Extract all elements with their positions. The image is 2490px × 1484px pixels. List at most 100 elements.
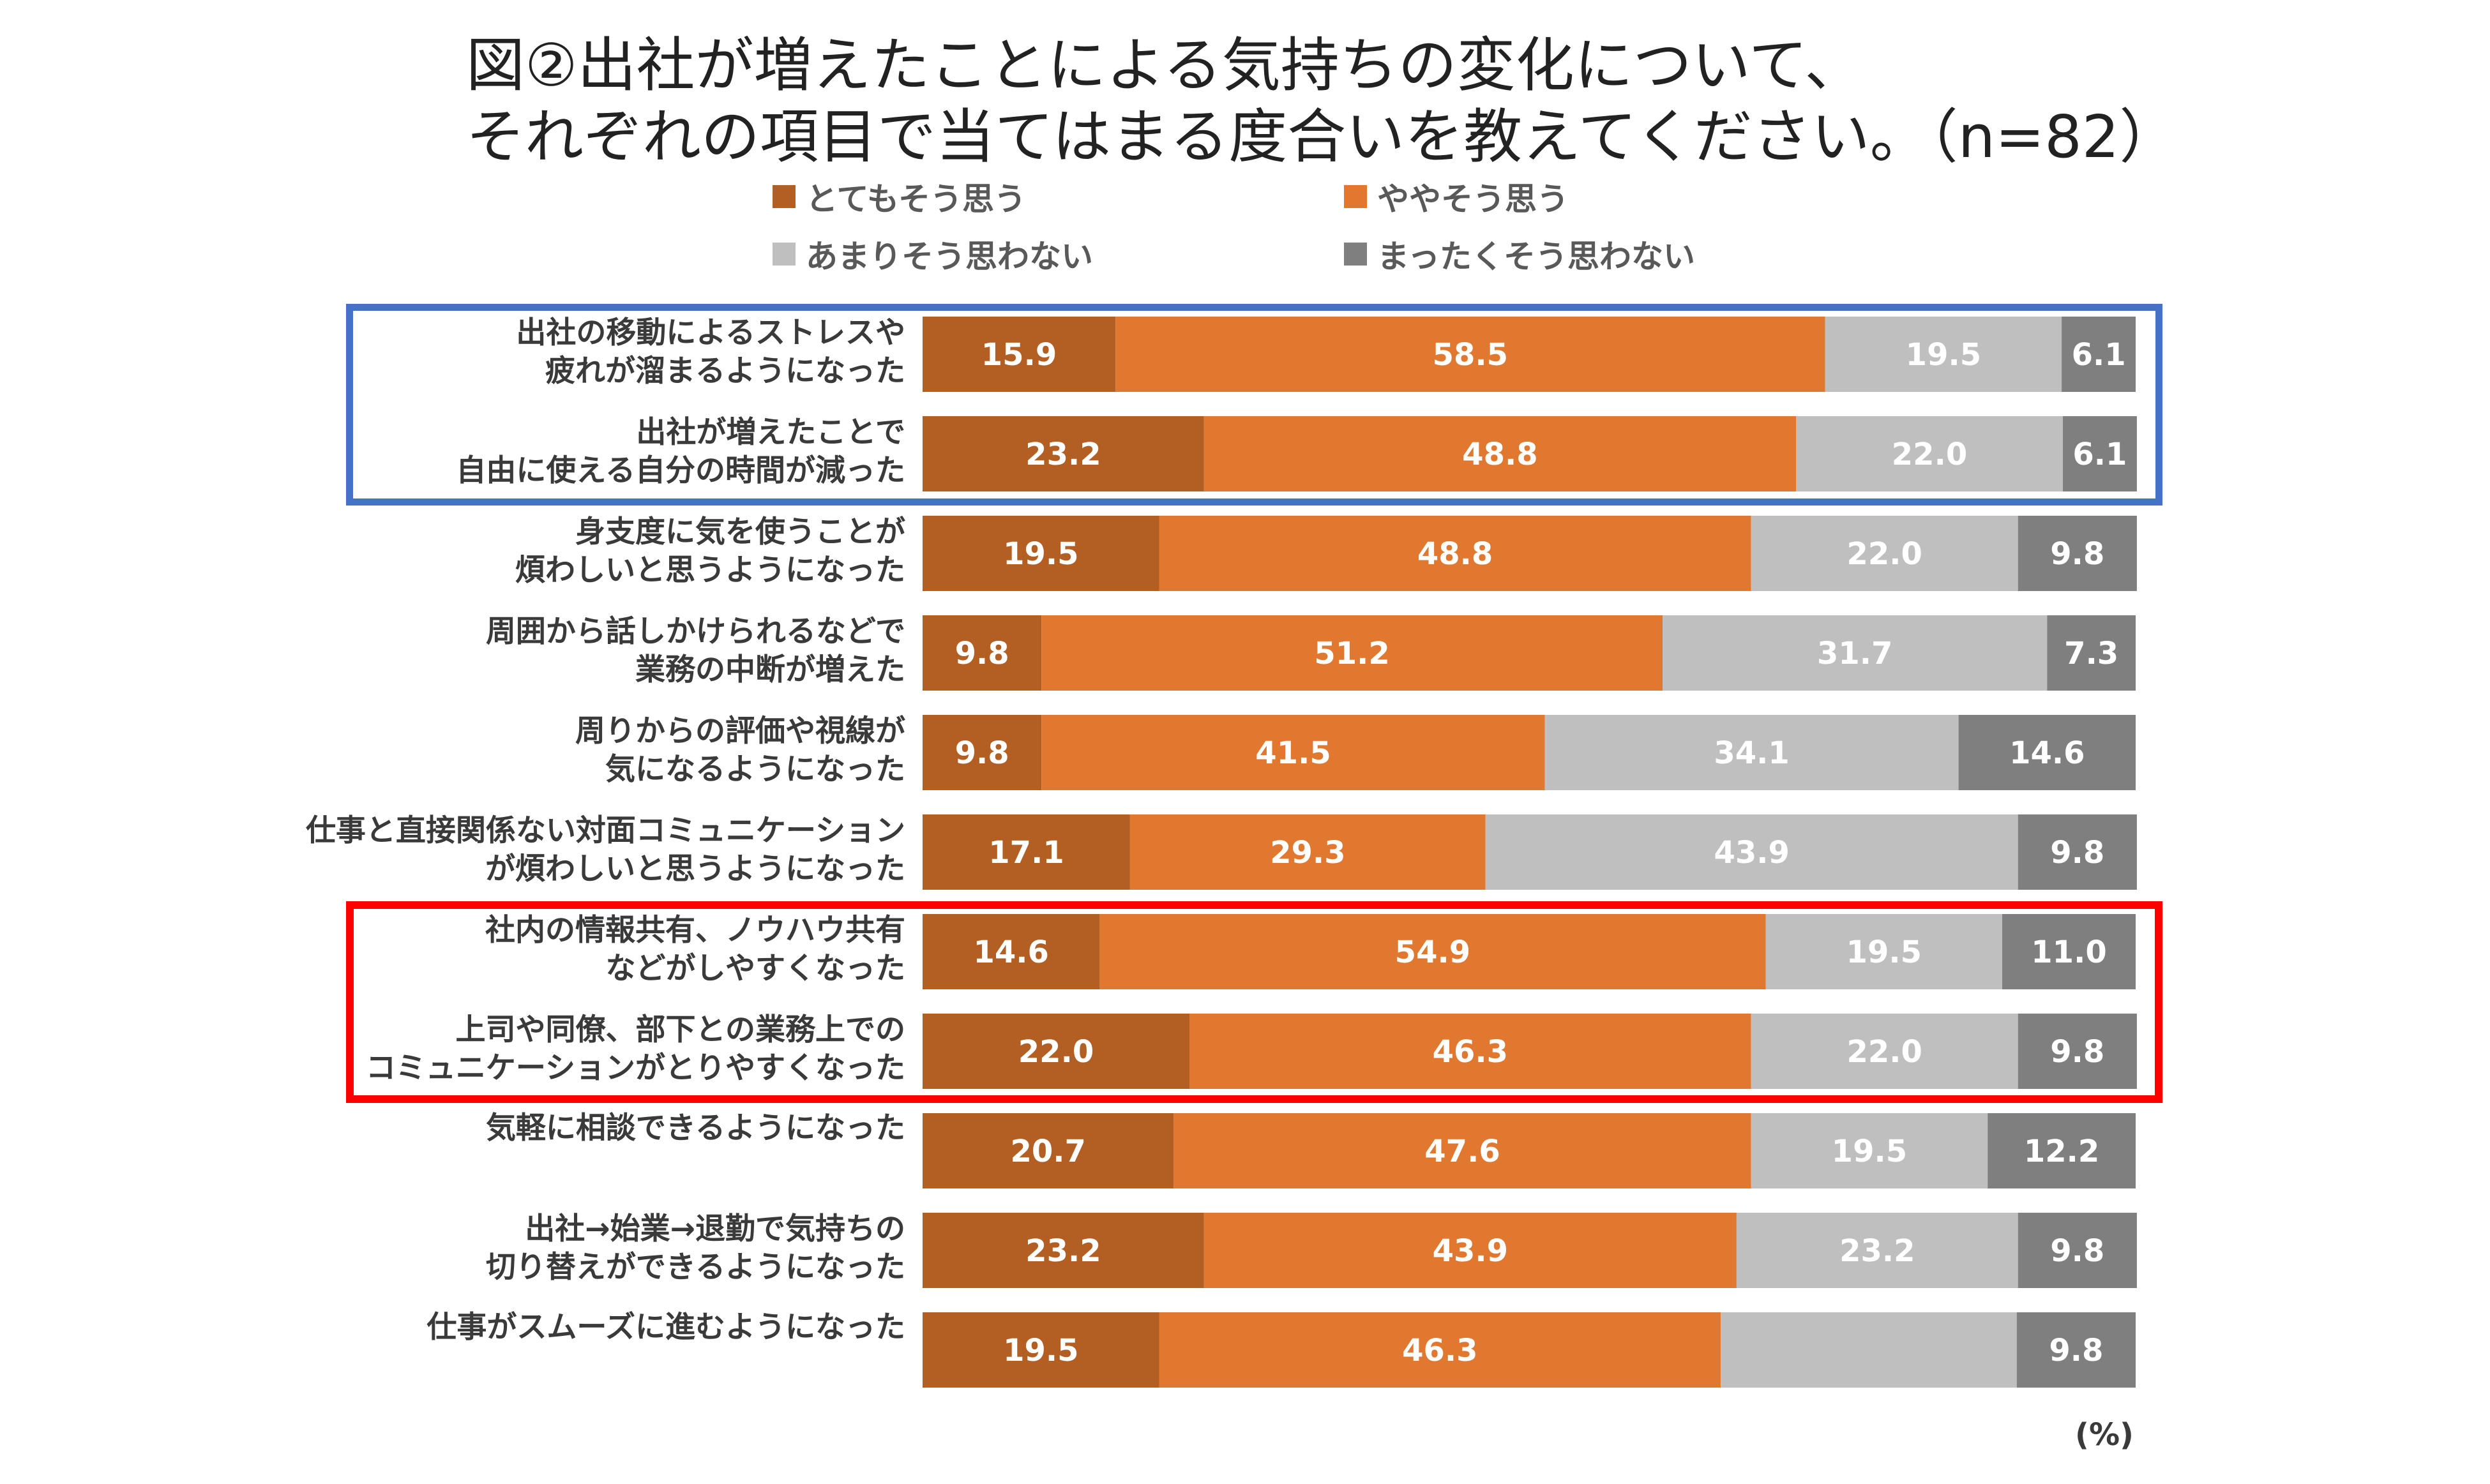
bar-segment-somewhat-agree: [1204, 416, 1796, 491]
bar-segment-not-much: [1544, 715, 1959, 790]
data-label-very-agree: 14.6: [973, 934, 1048, 970]
bar-segment-not-at-all: [2018, 1014, 2137, 1089]
legend-item-very-agree: とてもそう思う: [773, 174, 1026, 220]
data-label-very-agree: 15.9: [981, 337, 1057, 373]
category-label: 出社が増えたことで自由に使える自分の時間が減った: [456, 415, 905, 488]
data-label-somewhat-agree: 51.2: [1314, 636, 1389, 671]
legend-label-somewhat-agree: ややそう思う: [1377, 181, 1569, 218]
bar-segment-not-at-all: [2002, 914, 2136, 989]
bar-segment-very-agree: [923, 317, 1116, 392]
data-label-somewhat-agree: 48.8: [1462, 437, 1537, 472]
category-label: 気軽に相談できるようになった: [486, 1111, 905, 1146]
category-label: 身支度に気を使うことが煩わしいと思うようになった: [515, 514, 905, 588]
category-label-line: 出社→始業→退勤で気持ちの: [525, 1211, 905, 1247]
data-label-somewhat-agree: 43.9: [1433, 1233, 1508, 1269]
data-label-not-at-all: 7.3: [2064, 636, 2118, 671]
data-label-not-at-all: 9.8: [2050, 1233, 2104, 1269]
category-label-line: が煩わしいと思うようになった: [485, 851, 905, 887]
chart-title-line2: それぞれの項目で当てはまる度合いを教えてください。（n=82）: [466, 103, 2178, 171]
data-label-somewhat-agree: 29.3: [1270, 835, 1345, 871]
data-label-very-agree: 20.7: [1010, 1134, 1085, 1169]
data-label-not-at-all: 14.6: [2009, 735, 2085, 771]
category-label: 社内の情報共有、ノウハウ共有などがしやすくなった: [485, 913, 905, 986]
data-label-very-agree: 23.2: [1025, 437, 1101, 472]
bar-segment-not-much: [1796, 416, 2063, 491]
category-label-line: などがしやすくなった: [605, 951, 905, 986]
data-label-not-at-all: 12.2: [2024, 1134, 2099, 1169]
bar-segment-not-at-all: [2016, 1312, 2136, 1388]
category-label-line: 周りからの評価や視線が: [575, 714, 905, 749]
data-label-very-agree: 19.5: [1003, 1333, 1078, 1368]
bar-segment-very-agree: [923, 914, 1100, 989]
bar-segment-very-agree: [923, 516, 1159, 591]
data-label-very-agree: 22.0: [1018, 1034, 1094, 1070]
bar-segment-not-much: [1825, 317, 2062, 392]
data-label-somewhat-agree: 46.3: [1402, 1333, 1477, 1368]
category-label-line: 出社が増えたことで: [636, 415, 905, 450]
bar-segment-somewhat-agree: [1041, 715, 1545, 790]
category-label-line: 業務の中断が増えた: [635, 652, 905, 687]
bar-segment-very-agree: [923, 1113, 1174, 1188]
data-label-not-much: 43.9: [1714, 835, 1789, 871]
data-label-not-much: 31.7: [1817, 636, 1892, 671]
bar-segment-not-much: [1751, 1014, 2018, 1089]
data-label-not-much: 19.5: [1906, 337, 1981, 373]
bar-segment-somewhat-agree: [1041, 615, 1663, 691]
data-label-not-much: 19.5: [1832, 1134, 1907, 1169]
category-label-line: 切り替えができるようになった: [486, 1250, 905, 1285]
bar-segment-not-much: [1765, 914, 2002, 989]
bar-segment-somewhat-agree: [1189, 1014, 1751, 1089]
category-label-line: 社内の情報共有、ノウハウ共有: [485, 913, 905, 948]
bar-segment-not-at-all: [2063, 416, 2137, 491]
data-label-very-agree: 9.8: [955, 636, 1009, 671]
category-label-line: 周囲から話しかけられるなどで: [486, 614, 905, 649]
category-label-line: 疲れが溜まるようになった: [545, 354, 905, 389]
category-label: 仕事と直接関係ない対面コミュニケーションが煩わしいと思うようになった: [306, 813, 905, 887]
data-label-somewhat-agree: 48.8: [1417, 536, 1493, 572]
bar-segment-very-agree: [923, 1213, 1204, 1288]
data-label-somewhat-agree: 54.9: [1395, 934, 1470, 970]
data-label-not-much: 23.2: [1839, 1233, 1915, 1269]
data-label-somewhat-agree: 41.5: [1255, 735, 1331, 771]
bar-segment-somewhat-agree: [1129, 814, 1486, 890]
bar-segment-somewhat-agree: [1115, 317, 1825, 392]
bar-segment-somewhat-agree: [1159, 516, 1751, 591]
category-label-line: 仕事と直接関係ない対面コミュニケーション: [306, 813, 905, 848]
bar-segment-very-agree: [923, 1312, 1159, 1388]
data-label-not-much: 19.5: [1846, 934, 1922, 970]
category-label-line: 気になるようになった: [605, 752, 905, 787]
legend-swatch-not-at-all: [1344, 243, 1367, 266]
bar-segment-not-at-all: [2018, 1213, 2137, 1288]
category-label: 出社→始業→退勤で気持ちの切り替えができるようになった: [486, 1211, 905, 1285]
data-label-somewhat-agree: 58.5: [1433, 337, 1508, 373]
legend-item-somewhat-agree: ややそう思う: [1344, 174, 1569, 220]
data-label-not-at-all: 6.1: [2072, 437, 2127, 472]
legend-label-not-much: あまりそう思わない: [806, 238, 1093, 275]
data-label-very-agree: 23.2: [1025, 1233, 1101, 1269]
category-label: 出社の移動によるストレスや疲れが溜まるようになった: [516, 315, 905, 389]
data-label-not-much: 22.0: [1892, 437, 1967, 472]
data-label-not-at-all: 9.8: [2050, 1034, 2104, 1070]
highlight-box-blue: [346, 304, 2162, 506]
bar-segment-very-agree: [923, 814, 1130, 890]
category-label-line: 煩わしいと思うようになった: [515, 553, 905, 588]
bar-segment-not-at-all: [2018, 516, 2137, 591]
category-label: 仕事がスムーズに進むようになった: [426, 1310, 905, 1345]
category-label: 上司や同僚、部下との業務上でのコミュニケーションがとりやすくなった: [366, 1012, 905, 1086]
bar-segment-not-at-all: [2047, 615, 2136, 691]
data-label-not-at-all: 6.1: [2072, 337, 2126, 373]
bar-segment-somewhat-agree: [1159, 1312, 1721, 1388]
category-label-line: 自由に使える自分の時間が減った: [456, 453, 905, 488]
bar-segment-not-much: [1736, 1213, 2018, 1288]
bar-segment-not-at-all: [2062, 317, 2136, 392]
data-label-not-much: 22.0: [1846, 1034, 1922, 1070]
category-label: 周囲から話しかけられるなどで業務の中断が増えた: [486, 614, 905, 687]
bar-segment-very-agree: [923, 715, 1042, 790]
unit-label: (%): [2075, 1417, 2134, 1453]
legend-item-not-at-all: まったくそう思わない: [1344, 231, 1695, 277]
legend-label-not-at-all: まったくそう思わない: [1377, 238, 1695, 275]
category-label-line: 身支度に気を使うことが: [575, 514, 905, 550]
bar-segment-very-agree: [923, 416, 1204, 491]
bar-segment-not-much: [1485, 814, 2018, 890]
